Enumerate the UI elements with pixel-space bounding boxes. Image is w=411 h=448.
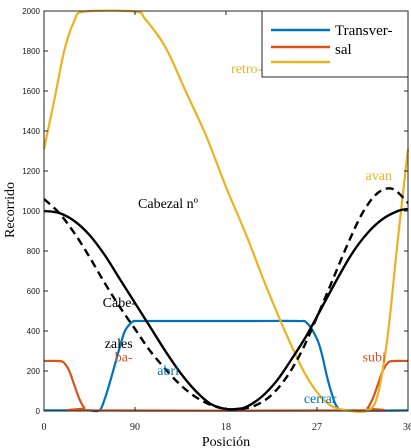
axes-group: 0 200 400 600 800 1000 1200 1400 1600 1800 2000 0 90… <box>3 7 411 448</box>
series-line-3 <box>42 9 410 413</box>
annotation-cerrar: cerrar <box>304 392 337 407</box>
y-tick-label: 0 <box>36 407 41 416</box>
x-tick-label: 90 <box>130 422 140 433</box>
legend: Transver-sal <box>261 10 409 78</box>
annotation-cabezal-n: Cabezal nº <box>138 197 199 212</box>
series-line-5-dashed <box>43 187 409 411</box>
y-tick-label: 2000 <box>22 7 40 16</box>
legend-label: sal <box>335 42 352 58</box>
y-tick-label: 1000 <box>22 207 40 216</box>
annotation-zales: zales <box>105 337 133 352</box>
y-tick-label: 800 <box>27 247 41 256</box>
x-tick-label: 0 <box>42 422 47 433</box>
annotation-avan: avan <box>366 169 392 184</box>
y-tick-label: 600 <box>27 287 41 296</box>
legend-box <box>261 10 409 78</box>
y-tick-label: 1600 <box>22 87 40 96</box>
annotation-cabe: Cabe- <box>103 296 137 311</box>
y-tick-label: 1400 <box>22 127 40 136</box>
y-tick-label: 1200 <box>22 167 40 176</box>
y-tick-label: 200 <box>27 367 41 376</box>
y-tick-label: 1800 <box>22 47 40 56</box>
annotation-retro: retro- <box>231 62 262 77</box>
x-tick-label: 18 <box>221 422 231 433</box>
y-axis-label: Recorrido <box>3 182 18 238</box>
y-tick-label: 400 <box>27 327 41 336</box>
x-tick-label: 27 <box>312 422 322 433</box>
x-axis-label: Posición <box>202 435 250 448</box>
x-tick-label: 36 <box>403 422 411 433</box>
annotation-subi: subi <box>363 350 386 365</box>
annotation-ba: ba- <box>115 350 133 365</box>
legend-label: Transver- <box>335 23 392 39</box>
annotation-abri: abri <box>157 364 179 379</box>
